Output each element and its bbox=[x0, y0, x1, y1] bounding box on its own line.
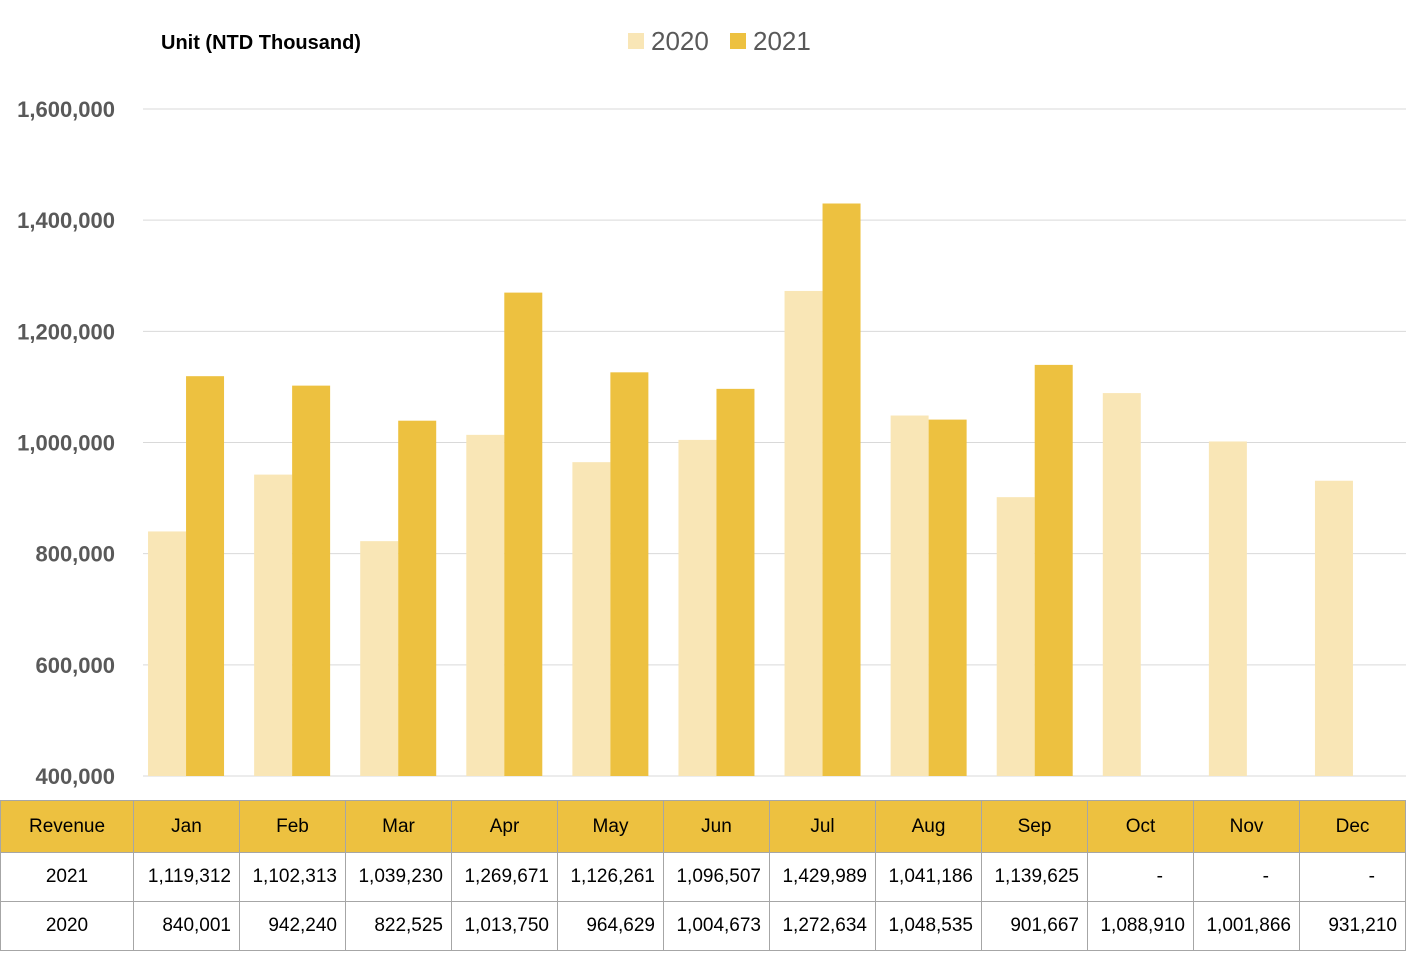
bar-2020-jan bbox=[148, 531, 187, 776]
table-cell: 1,088,910 bbox=[1087, 901, 1194, 951]
table-cell: 1,039,230 bbox=[345, 852, 452, 902]
table-header-jan: Jan bbox=[133, 800, 240, 853]
revenue-data-table: Revenue Jan Feb Mar Apr May Jun Jul Aug Sep Oct Nov… bbox=[0, 800, 1406, 951]
table-header-jun: Jun bbox=[663, 800, 770, 853]
bar-2020-feb bbox=[254, 474, 293, 776]
table-cell: - bbox=[1299, 852, 1406, 902]
legend-swatch-2021 bbox=[730, 33, 746, 49]
y-tick-label: 600,000 bbox=[35, 653, 115, 678]
table-cell: 1,139,625 bbox=[981, 852, 1088, 902]
table-header-nov: Nov bbox=[1193, 800, 1300, 853]
legend: 2020 2021 bbox=[628, 26, 811, 56]
legend-label-2020: 2020 bbox=[651, 26, 709, 56]
table-cell: - bbox=[1193, 852, 1300, 902]
table-cell: 1,429,989 bbox=[769, 852, 876, 902]
table-header-dec: Dec bbox=[1299, 800, 1406, 853]
table-header-aug: Aug bbox=[875, 800, 982, 853]
bar-2021-jul bbox=[822, 203, 861, 776]
table-cell: 931,210 bbox=[1299, 901, 1406, 951]
legend-swatch-2020 bbox=[628, 33, 644, 49]
table-body: 2021 1,119,312 1,102,313 1,039,230 1,269,671… bbox=[0, 852, 1406, 951]
table-cell: 1,102,313 bbox=[239, 852, 346, 902]
bar-2020-dec bbox=[1314, 480, 1353, 776]
bar-2020-apr bbox=[466, 434, 505, 776]
revenue-bar-chart: Unit (NTD Thousand) 2020 2021 400,000 600,… bbox=[17, 26, 1406, 789]
bar-2021-feb bbox=[292, 385, 331, 776]
y-tick-label: 1,600,000 bbox=[17, 97, 115, 122]
table-header-oct: Oct bbox=[1087, 800, 1194, 853]
table-cell: 1,041,186 bbox=[875, 852, 982, 902]
bar-2020-aug bbox=[890, 415, 929, 776]
table-cell: 840,001 bbox=[133, 901, 240, 951]
bar-2020-sep bbox=[996, 497, 1035, 776]
y-axis-tick-labels: 400,000 600,000 800,000 1,000,000 1,200,000 1… bbox=[17, 97, 115, 789]
table-row-label: 2020 bbox=[0, 901, 134, 951]
table-header-revenue: Revenue bbox=[0, 800, 134, 853]
table-header-mar: Mar bbox=[345, 800, 452, 853]
y-tick-label: 800,000 bbox=[35, 542, 115, 567]
bar-2020-mar bbox=[360, 541, 399, 776]
bar-2021-jan bbox=[186, 376, 225, 776]
table-cell: - bbox=[1087, 852, 1194, 902]
bar-2021-sep bbox=[1034, 364, 1073, 776]
table-cell: 1,269,671 bbox=[451, 852, 558, 902]
table-cell: 964,629 bbox=[557, 901, 664, 951]
bar-2021-aug bbox=[928, 419, 967, 776]
y-tick-label: 1,000,000 bbox=[17, 431, 115, 456]
table-cell: 1,126,261 bbox=[557, 852, 664, 902]
y-tick-label: 1,400,000 bbox=[17, 208, 115, 233]
table-cell: 901,667 bbox=[981, 901, 1088, 951]
bar-2020-jul bbox=[784, 290, 823, 776]
table-header-sep: Sep bbox=[981, 800, 1088, 853]
y-tick-label: 400,000 bbox=[35, 764, 115, 789]
table-cell: 1,096,507 bbox=[663, 852, 770, 902]
table-cell: 1,119,312 bbox=[133, 852, 240, 902]
table-cell: 1,272,634 bbox=[769, 901, 876, 951]
table-cell: 1,001,866 bbox=[1193, 901, 1300, 951]
y-tick-label: 1,200,000 bbox=[17, 319, 115, 344]
table-header-jul: Jul bbox=[769, 800, 876, 853]
bars bbox=[148, 203, 1353, 776]
bar-2021-mar bbox=[398, 420, 437, 776]
table-header-feb: Feb bbox=[239, 800, 346, 853]
bar-2020-may bbox=[572, 462, 611, 776]
gridlines bbox=[143, 108, 1406, 777]
table-cell: 1,013,750 bbox=[451, 901, 558, 951]
table-header-row: Revenue Jan Feb Mar Apr May Jun Jul Aug Sep Oct Nov… bbox=[0, 800, 1406, 853]
table-cell: 1,048,535 bbox=[875, 901, 982, 951]
table-header-may: May bbox=[557, 800, 664, 853]
table-cell: 942,240 bbox=[239, 901, 346, 951]
bar-2020-jun bbox=[678, 439, 717, 776]
table-cell: 1,004,673 bbox=[663, 901, 770, 951]
table-row-2020: 2020 840,001 942,240 822,525 1,013,750 964,62… bbox=[0, 901, 1406, 951]
table-header-apr: Apr bbox=[451, 800, 558, 853]
table-cell: 822,525 bbox=[345, 901, 452, 951]
bar-2020-nov bbox=[1208, 441, 1247, 776]
table-row-label: 2021 bbox=[0, 852, 134, 902]
bar-2021-apr bbox=[504, 292, 543, 776]
bar-2021-jun bbox=[716, 388, 755, 776]
bar-2020-oct bbox=[1102, 393, 1141, 776]
unit-label: Unit (NTD Thousand) bbox=[161, 32, 361, 54]
bar-2021-may bbox=[610, 372, 649, 776]
table-row-2021: 2021 1,119,312 1,102,313 1,039,230 1,269,671… bbox=[0, 852, 1406, 902]
legend-label-2021: 2021 bbox=[753, 26, 811, 56]
